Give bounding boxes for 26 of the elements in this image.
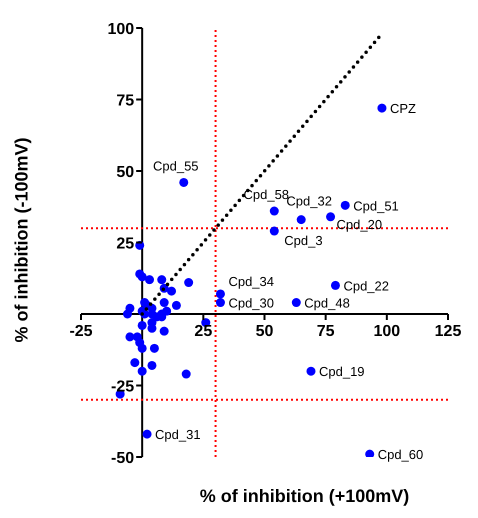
annotation: Cpd_30 bbox=[228, 296, 274, 311]
x-tick-label: 50 bbox=[256, 323, 274, 340]
y-tick-label: -50 bbox=[111, 450, 134, 467]
y-axis-title: % of inhibition (-100mV) bbox=[11, 138, 32, 342]
x-tick-label: 75 bbox=[316, 323, 335, 340]
x-tick-label: 100 bbox=[373, 323, 400, 340]
annotation: CPZ bbox=[390, 101, 416, 116]
annotation: Cpd_3 bbox=[284, 233, 323, 248]
y-tick-label: -25 bbox=[111, 378, 134, 396]
annotation: Cpd_55 bbox=[152, 158, 199, 174]
annotation: Cpd_22 bbox=[343, 278, 389, 294]
x-tick-label: 125 bbox=[434, 323, 462, 340]
y-tick-label: 25 bbox=[116, 236, 134, 252]
y-tick-label: 100 bbox=[107, 21, 134, 38]
annotation: Cpd_31 bbox=[155, 427, 201, 442]
x-tick-label: 25 bbox=[194, 323, 212, 340]
annotation: Cpd_20 bbox=[336, 216, 382, 232]
annotation: Cpd_34 bbox=[228, 274, 274, 289]
y-tick-label: 75 bbox=[116, 92, 134, 110]
x-tick-label: -25 bbox=[69, 323, 93, 340]
y-tick-label: 50 bbox=[116, 164, 134, 181]
annotation: Cpd_51 bbox=[353, 198, 399, 214]
annotation: Cpd_60 bbox=[378, 447, 424, 462]
x-axis-title: % of inhibition (+100mV) bbox=[200, 486, 410, 506]
annotation: Cpd_19 bbox=[318, 364, 365, 380]
annotation: Cpd_48 bbox=[304, 296, 350, 311]
